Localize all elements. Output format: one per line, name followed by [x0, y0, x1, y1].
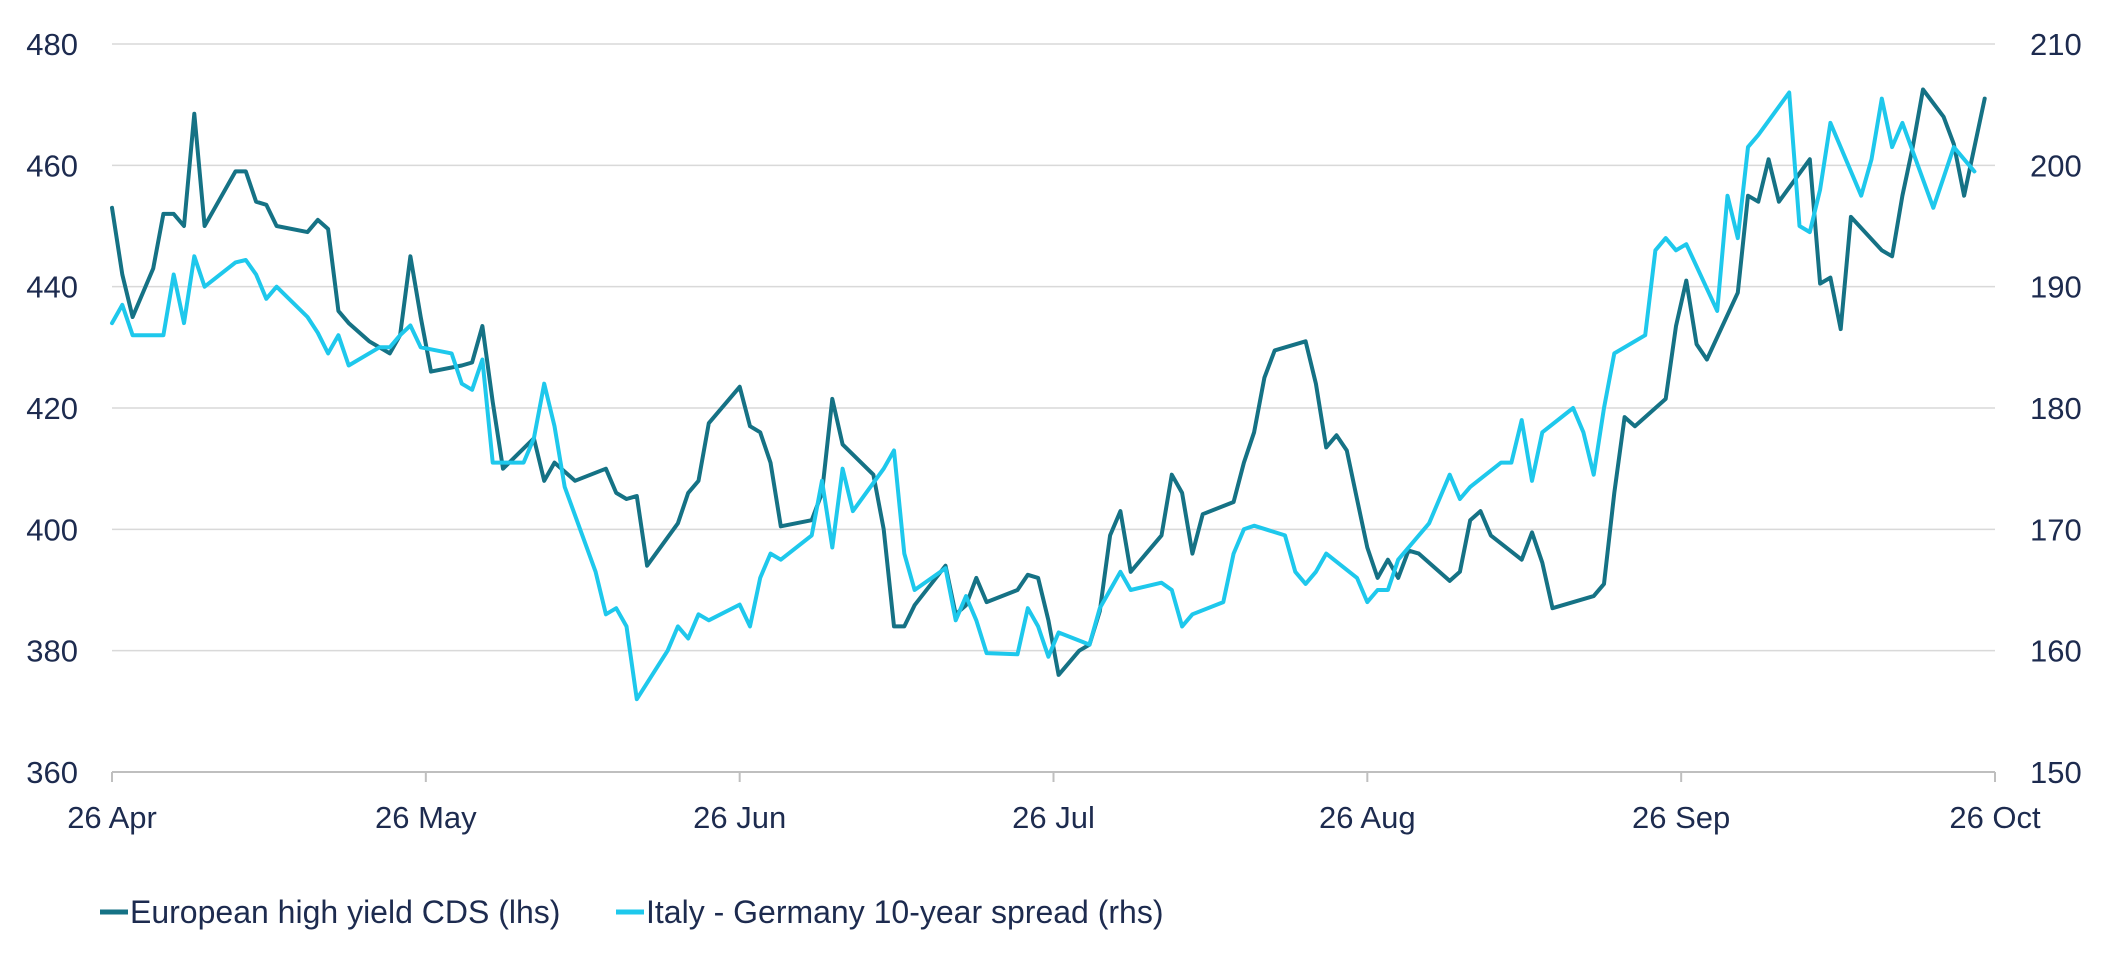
legend-label: European high yield CDS (lhs)	[130, 894, 560, 930]
x-tick-label: 26 Sep	[1632, 800, 1730, 835]
x-tick-label: 26 May	[375, 800, 477, 835]
series-lines	[110, 87, 1987, 702]
right-y-axis-ticks: 210 200 190 180 170 160 150	[2030, 27, 2082, 790]
right-tick-label: 200	[2030, 148, 2082, 183]
x-axis: 26 Apr 26 May 26 Jun 26 Jul 26 Aug 26 Sep 26 O…	[67, 772, 2041, 835]
x-tick-label: 26 Aug	[1319, 800, 1416, 835]
series-line-2	[110, 90, 1977, 702]
right-tick-label: 190	[2030, 270, 2082, 305]
left-y-axis-ticks: 480 460 440 420 400 380 360	[26, 27, 78, 790]
right-tick-label: 170	[2030, 512, 2082, 547]
right-tick-label: 210	[2030, 27, 2082, 62]
x-tick-label: 26 Apr	[67, 800, 157, 835]
left-tick-label: 380	[26, 634, 78, 669]
left-tick-label: 420	[26, 391, 78, 426]
legend-label: Italy - Germany 10-year spread (rhs)	[646, 894, 1164, 930]
right-tick-label: 150	[2030, 755, 2082, 790]
x-tick-label: 26 Jun	[693, 800, 786, 835]
series-line-1	[110, 87, 1987, 677]
x-tick-label: 26 Oct	[1949, 800, 2041, 835]
right-tick-label: 160	[2030, 634, 2082, 669]
left-tick-label: 440	[26, 270, 78, 305]
left-tick-label: 460	[26, 148, 78, 183]
left-tick-label: 360	[26, 755, 78, 790]
legend: European high yield CDS (lhs) Italy - Ger…	[100, 894, 1164, 930]
left-tick-label: 400	[26, 512, 78, 547]
gridlines	[112, 43, 1995, 773]
right-tick-label: 180	[2030, 391, 2082, 426]
left-tick-label: 480	[26, 27, 78, 62]
x-tick-label: 26 Jul	[1012, 800, 1095, 835]
